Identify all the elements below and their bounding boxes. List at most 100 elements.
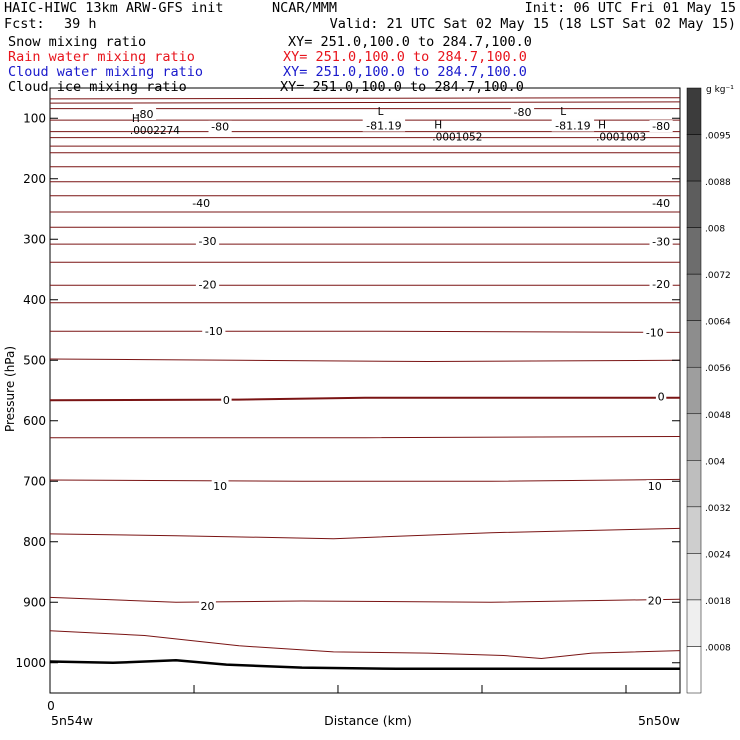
contour-label-bg-2 (510, 106, 535, 119)
contour-label-bg-5 (649, 120, 673, 133)
extremum-symbol-2: H (598, 120, 606, 132)
y-tick-label-700: 700 (23, 474, 46, 488)
colorbar-label-8: .0032 (705, 504, 731, 514)
temperature-contour-23 (49, 596, 681, 603)
contour-label-bg-19 (646, 594, 664, 607)
extremum-symbol-0: H (132, 113, 140, 125)
contour-label-1: -80 (211, 121, 229, 134)
contour-label-bg-15 (655, 390, 667, 403)
field-label-rain: Rain water mixing ratio (8, 49, 195, 65)
colorbar-swatch-9 (686, 506, 702, 554)
y-tick-label-900: 900 (23, 595, 46, 609)
contour-label-7: -40 (652, 197, 670, 210)
temperature-contour-17 (50, 330, 681, 333)
forecast-hour: 39 h (64, 16, 97, 32)
y-tick-label-200: 200 (23, 172, 46, 186)
center-label: NCAR/MMM (272, 0, 338, 16)
colorbar-label-5: .0056 (705, 364, 731, 374)
colorbar-label-7: .004 (705, 457, 725, 467)
colorbar-swatch-1 (686, 134, 702, 182)
init-time: Init: 06 UTC Fri 01 May 15 (524, 0, 736, 16)
y-tick-label-300: 300 (23, 232, 46, 246)
field-xy-snow: XY= 251.0,100.0 to 284.7,100.0 (288, 34, 532, 50)
colorbar-swatch-12 (686, 646, 702, 694)
colorbar-swatch-5 (686, 320, 702, 368)
contour-label-5: -80 (652, 120, 670, 133)
x-left-location: 5n54w (51, 713, 93, 728)
extremum-symbol-3: L (378, 106, 384, 118)
extremum-symbol-1: H (434, 120, 442, 132)
temperature-contour-19 (49, 396, 680, 402)
temperature-contour-1 (49, 101, 681, 104)
y-tick-label-600: 600 (23, 414, 46, 428)
colorbar-label-4: .0064 (705, 318, 731, 328)
colorbar-label-11: .0008 (705, 643, 731, 653)
contour-label-8: -30 (199, 235, 217, 248)
contour-label-bg-1 (208, 120, 232, 133)
contour-label-2: -80 (514, 106, 532, 119)
extremum-value-2: .0001003 (596, 132, 646, 144)
contour-label-bg-0 (132, 108, 157, 121)
contour-label-bg-18 (199, 599, 216, 612)
colorbar-label-2: .008 (705, 225, 725, 235)
contour-label-18: 20 (201, 600, 215, 613)
y-tick-label-500: 500 (23, 353, 46, 367)
contour-label-19: 20 (648, 594, 662, 607)
colorbar-swatch-2 (686, 180, 702, 228)
temperature-contour-22 (49, 527, 681, 540)
contour-label-16: 10 (213, 480, 227, 493)
colorbar-swatch-11 (686, 599, 702, 647)
x-origin-label: 0 (47, 699, 55, 713)
temperature-contour-0 (49, 97, 681, 100)
field-label-cloud-ice: Cloud ice mixing ratio (8, 79, 187, 95)
field-label-cloud-water: Cloud water mixing ratio (8, 64, 204, 80)
colorbar-label-9: .0024 (705, 550, 731, 560)
colorbar-label-3: .0072 (705, 271, 731, 281)
contour-label-14: 0 (223, 394, 230, 407)
x-axis-label: Distance (km) (324, 713, 412, 728)
field-xy-rain: XY= 251.0,100.0 to 284.7,100.0 (283, 49, 527, 65)
temperature-contour-24 (49, 630, 681, 660)
contour-label-10: -20 (199, 279, 217, 292)
contour-label-bg-3 (362, 119, 406, 132)
extremum-value-0: .0002274 (130, 125, 180, 137)
contour-label-bg-16 (211, 480, 229, 493)
colorbar-label-0: .0095 (705, 132, 731, 142)
colorbar-label-1: .0088 (705, 178, 731, 188)
temperature-contour-21 (49, 478, 681, 482)
model-title: HAIC-HIWC 13km ARW-GFS init (4, 0, 224, 16)
contour-label-bg-13 (643, 326, 667, 339)
contour-label-9: -30 (652, 236, 670, 249)
y-tick-label-400: 400 (23, 293, 46, 307)
contour-label-bg-8 (195, 235, 220, 248)
y-tick-label-800: 800 (23, 535, 46, 549)
colorbar-swatch-8 (686, 460, 702, 508)
field-label-snow: Snow mixing ratio (8, 34, 147, 50)
colorbar-swatch-3 (686, 227, 702, 275)
contour-label-bg-17 (646, 480, 664, 493)
valid-time: Valid: 21 UTC Sat 02 May 15 (18 LST Sat … (329, 16, 736, 32)
contour-label-11: -20 (652, 278, 670, 291)
extremum-symbol-4: L (560, 106, 566, 118)
contour-label-0: -80 (136, 108, 154, 121)
contour-label-bg-6 (189, 196, 213, 209)
y-axis-label: Pressure (hPa) (3, 346, 17, 432)
contour-label-13: -10 (646, 326, 664, 339)
colorbar-unit: g kg⁻¹ (706, 85, 734, 95)
colorbar-swatch-10 (686, 553, 702, 601)
colorbar-swatch-6 (686, 366, 702, 415)
contour-label-bg-10 (195, 278, 220, 291)
y-tick-label-100: 100 (23, 111, 46, 125)
colorbar-swatch-7 (686, 413, 702, 461)
contour-label-bg-12 (202, 325, 226, 338)
extremum-value-1: .0001052 (432, 132, 482, 144)
contour-label-3: -81.19 (366, 120, 401, 133)
forecast-label: Fcst: (4, 16, 45, 32)
contour-label-bg-14 (221, 394, 232, 407)
contour-label-12: -10 (205, 325, 223, 338)
contour-label-15: 0 (658, 391, 665, 404)
temperature-contour-18 (49, 358, 681, 363)
colorbar-label-6: .0048 (705, 411, 731, 421)
colorbar-swatch-4 (686, 273, 702, 321)
